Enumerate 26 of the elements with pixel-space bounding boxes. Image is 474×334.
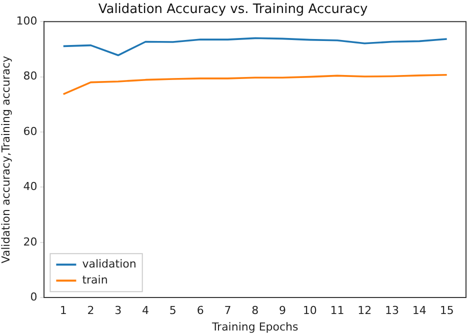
x-tick-label: 8 bbox=[252, 304, 259, 318]
x-tick-label: 12 bbox=[358, 304, 372, 318]
x-tick-label: 14 bbox=[412, 304, 426, 318]
legend-label: train bbox=[82, 273, 108, 286]
x-tick-label: 10 bbox=[302, 304, 317, 318]
x-tick-label: 6 bbox=[196, 304, 204, 318]
x-tick-label: 2 bbox=[87, 304, 94, 318]
x-axis-title: Training Epochs bbox=[210, 320, 299, 334]
chart-title: Validation Accuracy vs. Training Accuracy bbox=[98, 2, 368, 18]
y-tick-label: 20 bbox=[23, 235, 38, 248]
x-tick-label: 13 bbox=[385, 304, 400, 318]
x-tick-label: 5 bbox=[169, 304, 176, 318]
x-tick-label: 7 bbox=[224, 304, 232, 318]
y-tick-label: 100 bbox=[16, 14, 38, 28]
x-tick-label: 4 bbox=[142, 304, 150, 318]
y-axis-title: Validation accuracy,Training accuracy bbox=[0, 55, 12, 264]
x-tick-label: 3 bbox=[114, 304, 122, 318]
legend-label: validation bbox=[82, 257, 136, 270]
x-tick-label: 15 bbox=[440, 304, 454, 318]
x-tick-label: 1 bbox=[60, 304, 67, 318]
y-tick-label: 40 bbox=[23, 180, 38, 194]
x-tick-label: 9 bbox=[278, 304, 286, 318]
y-tick-label: 80 bbox=[23, 70, 38, 83]
x-tick-label: 11 bbox=[330, 304, 344, 318]
y-tick-label: 0 bbox=[30, 290, 38, 304]
y-tick-label: 60 bbox=[23, 124, 38, 138]
